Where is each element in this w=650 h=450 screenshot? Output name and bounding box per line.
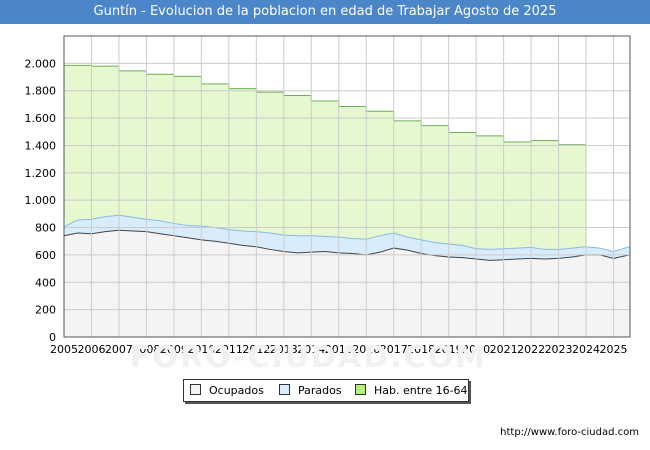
y-tick-label: 600 [35,249,56,262]
y-tick-label: 1.400 [25,139,57,152]
legend-swatch-hab [355,384,366,395]
x-tick-label: 2019 [435,343,463,356]
watermark: FORO-CIUDAD.COM [130,340,487,375]
x-tick-label: 2021 [490,343,518,356]
series-ocupados-area [64,230,630,337]
chart-title: Guntín - Evolucion de la poblacion en ed… [0,0,650,24]
chart-legend: Ocupados Parados Hab. entre 16-64 [183,379,469,402]
legend-swatch-ocupados [190,384,201,395]
legend-swatch-parados [279,384,290,395]
y-tick-label: 1.600 [25,112,57,125]
x-tick-label: 2016 [352,343,380,356]
x-tick-label: 2006 [77,343,105,356]
legend-label-hab: Hab. entre 16-64 [374,384,468,397]
plot-border [63,35,631,338]
y-tick-label: 2.000 [25,57,57,70]
x-tick-label: 2009 [160,343,188,356]
x-tick-label: 2024 [572,343,600,356]
x-tick-label: 2012 [242,343,270,356]
x-tick-label: 2007 [105,343,133,356]
x-tick-label: 2015 [325,343,353,356]
y-tick-label: 200 [35,304,56,317]
y-tick-label: 1.200 [25,167,57,180]
series-parados-line [63,214,630,253]
x-tick-label: 2008 [132,343,160,356]
y-tick-label: 1.000 [25,194,57,207]
legend-label-parados: Parados [298,384,342,397]
x-tick-label: 2014 [297,343,325,356]
source-link[interactable]: http://www.foro-ciudad.com [500,427,639,438]
x-tick-label: 2017 [380,343,408,356]
x-tick-label: 2018 [407,343,435,356]
x-tick-label: 2011 [215,343,243,356]
legend-item-hab: Hab. entre 16-64 [355,384,468,397]
legend-label-ocupados: Ocupados [209,384,264,397]
y-tick-label: 1.800 [25,85,57,98]
legend-item-parados: Parados [279,384,342,397]
x-tick-label: 2013 [270,343,298,356]
y-tick-label: 0 [49,331,56,344]
y-tick-label: 400 [35,276,56,289]
x-tick-label: 2022 [517,343,545,356]
population-area-chart: 0 200 400 600 800 1.000 1.200 1.400 1.600 1.800 2.… [25,35,631,356]
x-tick-label: 2020 [462,343,490,356]
series-ocupados-line [63,229,630,261]
x-tick-label: 2023 [545,343,573,356]
x-tick-label: 2005 [50,343,78,356]
y-tick-label: 800 [35,222,56,235]
x-tick-label: 2025 [600,343,628,356]
x-tick-label: 2010 [187,343,215,356]
legend-item-ocupados: Ocupados [190,384,264,397]
